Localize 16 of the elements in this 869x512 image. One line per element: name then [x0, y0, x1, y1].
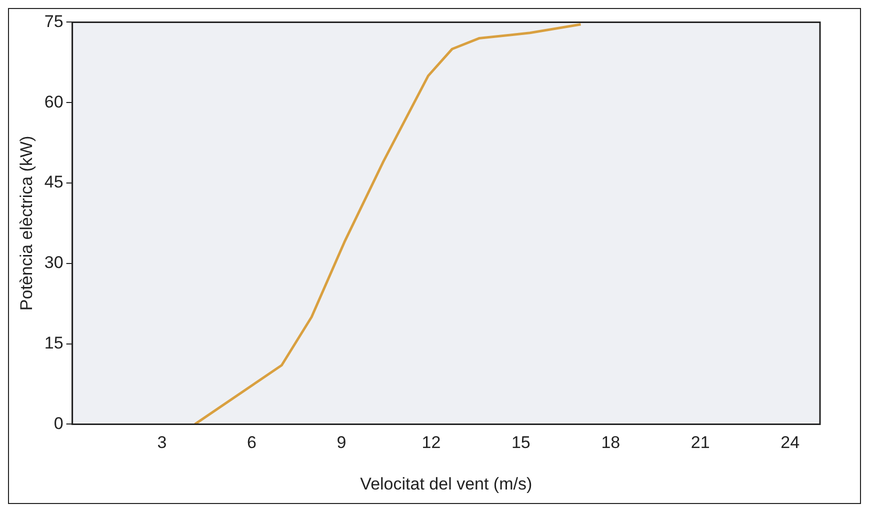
x-tick-label: 18 [601, 433, 620, 452]
y-axis-title: Potència elèctrica (kW) [16, 136, 36, 311]
x-tick-label: 6 [247, 433, 256, 452]
y-tick-label: 45 [44, 172, 64, 192]
x-tick-label: 9 [336, 433, 346, 452]
x-tick-label: 15 [511, 433, 530, 452]
x-tick-label: 3 [157, 433, 167, 452]
y-tick-label: 0 [54, 414, 64, 433]
x-tick-label: 24 [780, 433, 800, 452]
x-axis-title: Velocitat del vent (m/s) [360, 474, 532, 494]
x-tick-label: 21 [690, 433, 710, 452]
y-tick-label: 60 [44, 92, 64, 112]
y-tick-label: 15 [44, 333, 64, 352]
y-tick-label: 75 [44, 12, 64, 31]
x-tick-label: 12 [422, 433, 441, 452]
y-tick-label: 30 [44, 253, 64, 272]
